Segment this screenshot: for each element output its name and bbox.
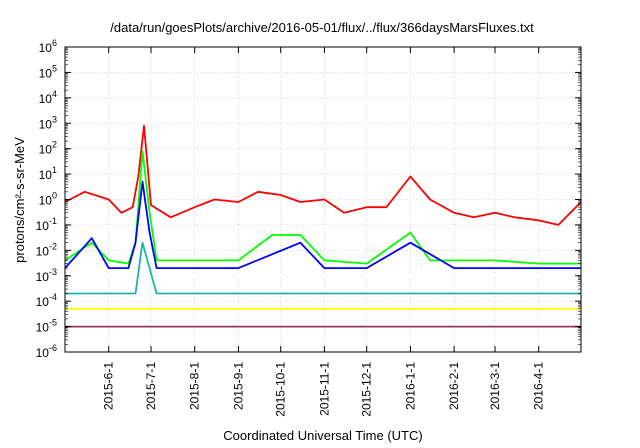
x-tick-label: 2015-11-1 [317, 362, 331, 416]
y-tick-label: 101 [39, 165, 57, 182]
y-tick-label: 10-3 [36, 267, 57, 284]
x-tick-label: 2015-6-1 [102, 362, 116, 410]
series-line-1 [64, 150, 581, 265]
x-tick-label: 2016-4-1 [532, 362, 546, 410]
x-tick-labels: 2015-6-1 2015-7-1 2015-8-1 2015-9-1 2015-10-… [102, 362, 546, 417]
y-tick-label: 10-5 [36, 318, 57, 335]
x-tick-label: 2016-2-1 [447, 362, 461, 410]
series-group [64, 124, 582, 328]
y-tick-label: 106 [39, 38, 57, 55]
x-tick-label: 2015-12-1 [360, 362, 374, 417]
y-tick-label: 10-6 [36, 343, 57, 360]
y-tick-label: 100 [39, 191, 57, 208]
x-tick-label: 2015-10-1 [274, 362, 288, 417]
y-tick-label: 10-1 [36, 216, 57, 233]
x-tick-label: 2016-1-1 [403, 362, 417, 410]
series-line-4 [65, 241, 581, 295]
x-tick-label: 2015-9-1 [231, 362, 245, 410]
y-tick-label: 103 [39, 114, 57, 131]
x-tick-label: 2016-3-1 [488, 362, 502, 410]
y-tick-label: 105 [39, 63, 57, 80]
y-tick-label: 10-4 [36, 292, 57, 309]
chart-title: /data/run/goesPlots/archive/2016-05-01/f… [110, 20, 534, 35]
y-tick-label: 104 [39, 89, 57, 106]
series-line-0 [64, 124, 582, 226]
series-line-3 [65, 223, 581, 277]
series-line-2 [64, 180, 581, 270]
y-tick-label: 102 [39, 140, 57, 157]
y-tick-labels: 10-6 10-5 10-4 10-3 10-2 10-1 100 101 102 103 104 1… [36, 38, 57, 360]
x-tick-label: 2015-8-1 [188, 362, 202, 410]
ticks [65, 46, 581, 353]
y-axis-label: protons/cm²-s-sr-MeV [12, 137, 27, 263]
y-tick-label: 10-2 [36, 241, 57, 258]
x-axis-label: Coordinated Universal Time (UTC) [223, 428, 422, 443]
x-tick-label: 2015-7-1 [144, 362, 158, 410]
